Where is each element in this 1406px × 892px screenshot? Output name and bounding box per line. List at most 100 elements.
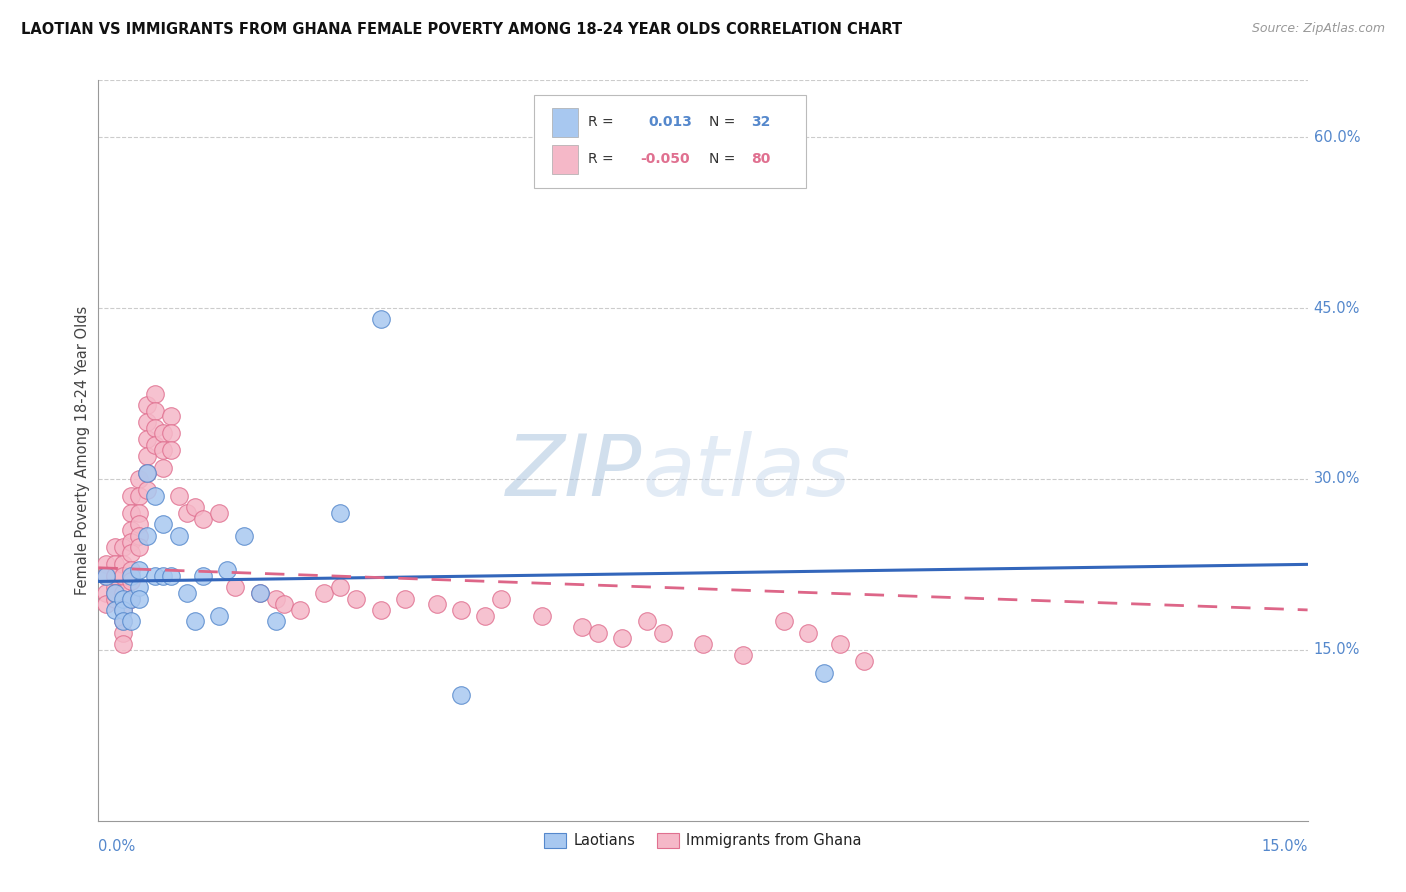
Point: [135, 432, 157, 446]
Point: [96, 558, 118, 572]
FancyBboxPatch shape: [534, 95, 806, 187]
Text: -0.050: -0.050: [640, 153, 690, 167]
Point: [111, 568, 134, 582]
Point: [135, 529, 157, 543]
Point: [143, 420, 166, 434]
Text: 30.0%: 30.0%: [1313, 472, 1360, 486]
Point: [733, 648, 755, 663]
Point: [120, 546, 142, 560]
Point: [152, 517, 174, 532]
Point: [474, 608, 496, 623]
Point: [111, 637, 134, 651]
Point: [224, 580, 246, 594]
Point: [128, 517, 150, 532]
Point: [176, 506, 198, 520]
Point: [636, 615, 658, 629]
Point: [128, 506, 150, 520]
Point: [96, 568, 118, 582]
Text: 60.0%: 60.0%: [1313, 129, 1360, 145]
Point: [128, 580, 150, 594]
Point: [772, 615, 794, 629]
Point: [120, 489, 142, 503]
Point: [797, 625, 820, 640]
Point: [450, 603, 472, 617]
Text: 80: 80: [751, 153, 770, 167]
Point: [329, 580, 352, 594]
Y-axis label: Female Poverty Among 18-24 Year Olds: Female Poverty Among 18-24 Year Olds: [75, 306, 90, 595]
Point: [612, 632, 634, 646]
Point: [128, 529, 150, 543]
Text: 15.0%: 15.0%: [1313, 642, 1360, 657]
Point: [120, 591, 142, 606]
Text: R =: R =: [588, 153, 619, 167]
Point: [167, 529, 190, 543]
Point: [193, 512, 215, 526]
Point: [111, 615, 134, 629]
Text: 0.0%: 0.0%: [98, 839, 135, 855]
Point: [853, 654, 876, 668]
Point: [152, 568, 174, 582]
Point: [264, 615, 287, 629]
Point: [135, 449, 157, 463]
Text: N =: N =: [709, 115, 740, 129]
Point: [208, 608, 231, 623]
Point: [193, 568, 215, 582]
Point: [96, 586, 118, 600]
Point: [288, 603, 311, 617]
Point: [111, 558, 134, 572]
Text: atlas: atlas: [643, 431, 851, 514]
Point: [160, 409, 183, 424]
Point: [329, 506, 352, 520]
Point: [264, 591, 287, 606]
Legend: Laotians, Immigrants from Ghana: Laotians, Immigrants from Ghana: [538, 827, 868, 854]
Point: [120, 523, 142, 537]
Point: [160, 443, 183, 458]
Point: [111, 625, 134, 640]
Point: [828, 637, 851, 651]
FancyBboxPatch shape: [551, 108, 578, 137]
Text: ZIP: ZIP: [506, 431, 643, 514]
Point: [217, 563, 239, 577]
Point: [160, 426, 183, 441]
Text: 32: 32: [751, 115, 770, 129]
Point: [128, 472, 150, 486]
Point: [370, 312, 392, 326]
Point: [232, 529, 254, 543]
Point: [314, 586, 336, 600]
Text: Source: ZipAtlas.com: Source: ZipAtlas.com: [1251, 22, 1385, 36]
Point: [135, 415, 157, 429]
Point: [103, 558, 125, 572]
Point: [128, 591, 150, 606]
Point: [120, 615, 142, 629]
Point: [120, 563, 142, 577]
Point: [273, 597, 295, 611]
Point: [370, 603, 392, 617]
Point: [651, 625, 673, 640]
Point: [249, 586, 271, 600]
Point: [167, 489, 190, 503]
Point: [692, 637, 714, 651]
Point: [96, 597, 118, 611]
Point: [111, 615, 134, 629]
Point: [135, 467, 157, 481]
Point: [135, 467, 157, 481]
Point: [184, 500, 207, 515]
Text: N =: N =: [709, 153, 740, 167]
Point: [491, 591, 513, 606]
Text: 45.0%: 45.0%: [1313, 301, 1360, 316]
Point: [103, 541, 125, 555]
Point: [96, 568, 118, 582]
Point: [103, 568, 125, 582]
Point: [135, 398, 157, 412]
Point: [111, 586, 134, 600]
Point: [426, 597, 449, 611]
Point: [184, 615, 207, 629]
Point: [111, 541, 134, 555]
Point: [249, 586, 271, 600]
Point: [103, 603, 125, 617]
Point: [160, 568, 183, 582]
Point: [143, 403, 166, 417]
Point: [120, 591, 142, 606]
Point: [128, 563, 150, 577]
FancyBboxPatch shape: [551, 145, 578, 174]
